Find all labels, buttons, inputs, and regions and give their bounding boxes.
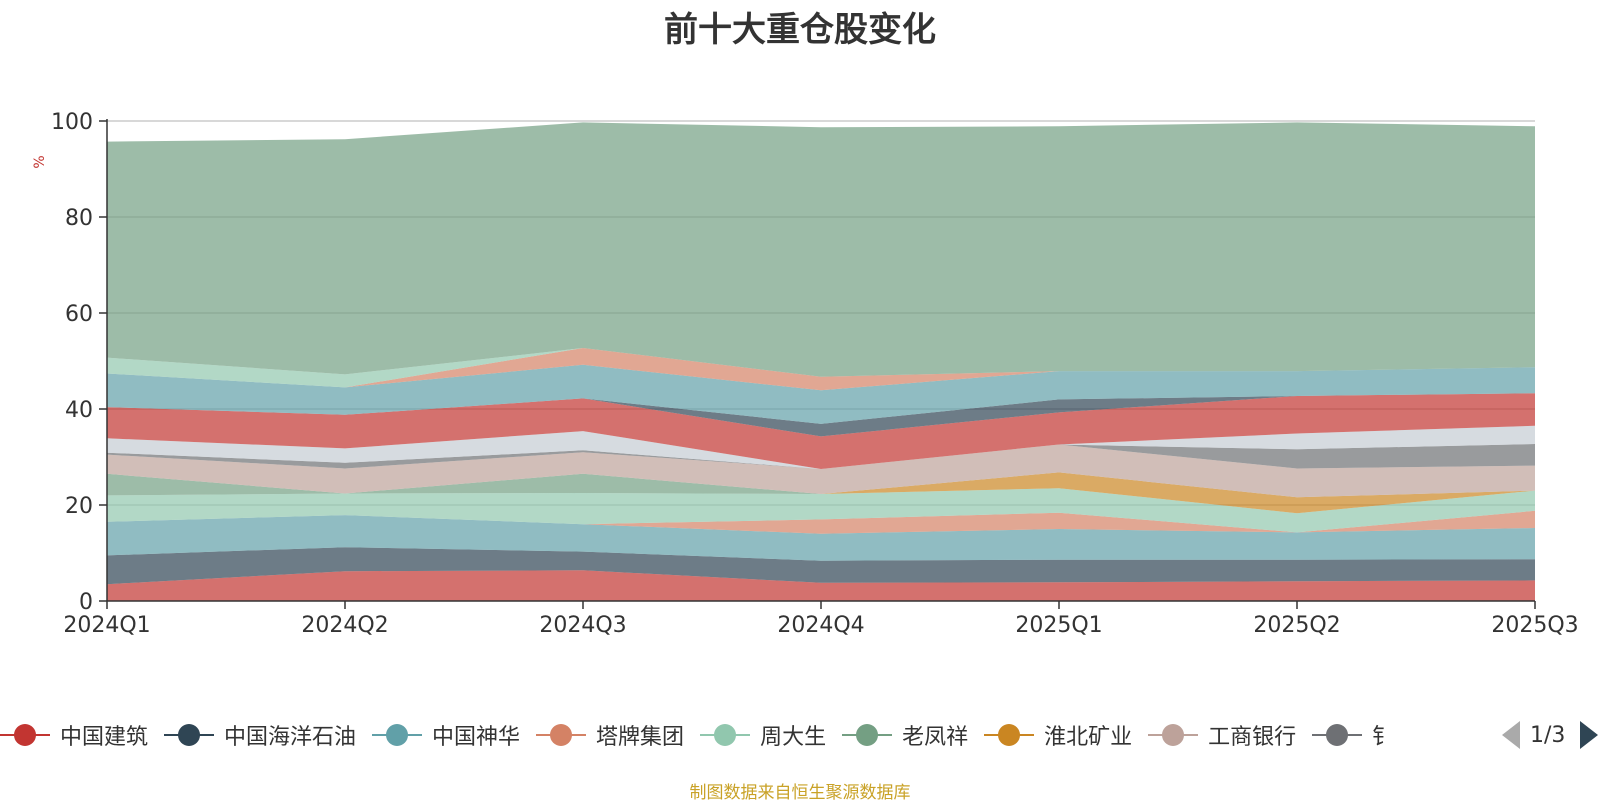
legend-label: 钅 [1372,725,1395,750]
y-axis-unit-label: % [32,155,48,168]
y-tick-label: 40 [65,398,93,423]
y-tick-label: 80 [65,206,93,231]
legend-prev-page-button[interactable] [1500,712,1522,758]
legend-marker-icon [164,723,215,747]
legend-marker-icon [0,723,50,747]
area-series-11 [107,393,1535,469]
legend-marker-icon [1312,723,1363,747]
legend-marker-dot [386,724,409,746]
area-series-3 [107,515,1535,561]
legend-marker-icon [984,723,1035,747]
x-tick-label: 2025Q1 [1015,613,1102,638]
legend-marker-dot [1326,724,1349,746]
y-tick-label: 60 [65,302,93,327]
legend-item[interactable]: 中国海洋石油 [164,719,356,751]
legend-marker-icon [700,723,751,747]
legend-label: 中国建筑 [60,725,149,750]
area-series-4 [107,510,1535,534]
x-tick-label: 2025Q3 [1491,613,1578,638]
area-series-10 [107,425,1535,469]
x-tick-label: 2024Q4 [777,613,864,638]
legend-marker-icon [842,723,893,747]
legend-item[interactable]: 中国建筑 [0,719,148,751]
area-series-group [107,122,1535,601]
y-tick-label: 0 [79,590,93,615]
x-tick-label: 2024Q1 [63,613,150,638]
legend: 中国建筑 中国海洋石油 中国神华 塔牌集团 周大生 老凤祥 淮北矿业 工商银行 钅 1/3 [0,712,1600,758]
legend-item[interactable]: 工商银行 [1148,719,1296,751]
axes: 0 20 40 60 80 100 2024Q1 2024Q2 2024Q3 2024Q4 2025… [51,110,1579,638]
legend-item[interactable]: 中国神华 [372,719,520,751]
legend-marker-icon [372,723,423,747]
legend-marker-dot [998,724,1021,746]
area-series-1 [107,570,1535,601]
legend-label: 淮北矿业 [1044,725,1133,750]
stacked-area-chart: 0 20 40 60 80 100 2024Q1 2024Q2 2024Q3 2024Q4 2025… [32,110,1579,638]
area-series-14 [107,348,1535,391]
legend-viewport: 中国建筑 中国海洋石油 中国神华 塔牌集团 周大生 老凤祥 淮北矿业 工商银行 钅 [0,712,1480,758]
legend-marker-dot [14,724,36,746]
legend-item[interactable]: 淮北矿业 [984,719,1132,751]
area-series-7 [107,472,1535,514]
chart-title: 前十大重仓股变化 [664,10,936,50]
source-note: 制图数据来自恒生聚源数据库 [689,783,911,803]
legend-label: 中国海洋石油 [224,725,357,750]
area-series-16 [107,122,1535,377]
legend-page-indicator: 1/3 [1530,722,1566,748]
legend-item[interactable]: 钅 [1312,719,1394,751]
legend-next-page-button[interactable] [1578,712,1600,758]
triangle-right-icon [1580,721,1598,749]
legend-item[interactable]: 周大生 [700,719,826,751]
triangle-left-icon [1502,721,1520,749]
legend-marker-dot [1162,724,1185,746]
area-series-13 [107,364,1535,424]
legend-label: 老凤祥 [902,725,969,750]
area-series-2 [107,547,1535,585]
y-tick-label: 100 [51,110,93,135]
legend-marker-dot [178,724,201,746]
area-series-8 [107,444,1535,498]
legend-marker-icon [536,723,587,747]
legend-item[interactable]: 老凤祥 [842,719,968,751]
legend-marker-dot [856,724,879,746]
y-tick-label: 20 [65,494,93,519]
legend-items: 中国建筑 中国海洋石油 中国神华 塔牌集团 周大生 老凤祥 淮北矿业 工商银行 钅 [0,712,1480,758]
legend-marker-dot [550,724,573,746]
area-series-9 [107,444,1535,469]
legend-marker-icon [1148,723,1199,747]
area-series-12 [107,393,1535,437]
legend-marker-dot [714,724,737,746]
area-series-5 [107,488,1535,533]
x-tick-label: 2024Q3 [539,613,626,638]
x-tick-label: 2024Q2 [301,613,388,638]
legend-label: 塔牌集团 [596,725,685,750]
legend-label: 工商银行 [1208,725,1297,750]
legend-label: 中国神华 [432,725,521,750]
legend-item[interactable]: 塔牌集团 [536,719,684,751]
x-tick-label: 2025Q2 [1253,613,1340,638]
legend-label: 周大生 [760,725,827,750]
